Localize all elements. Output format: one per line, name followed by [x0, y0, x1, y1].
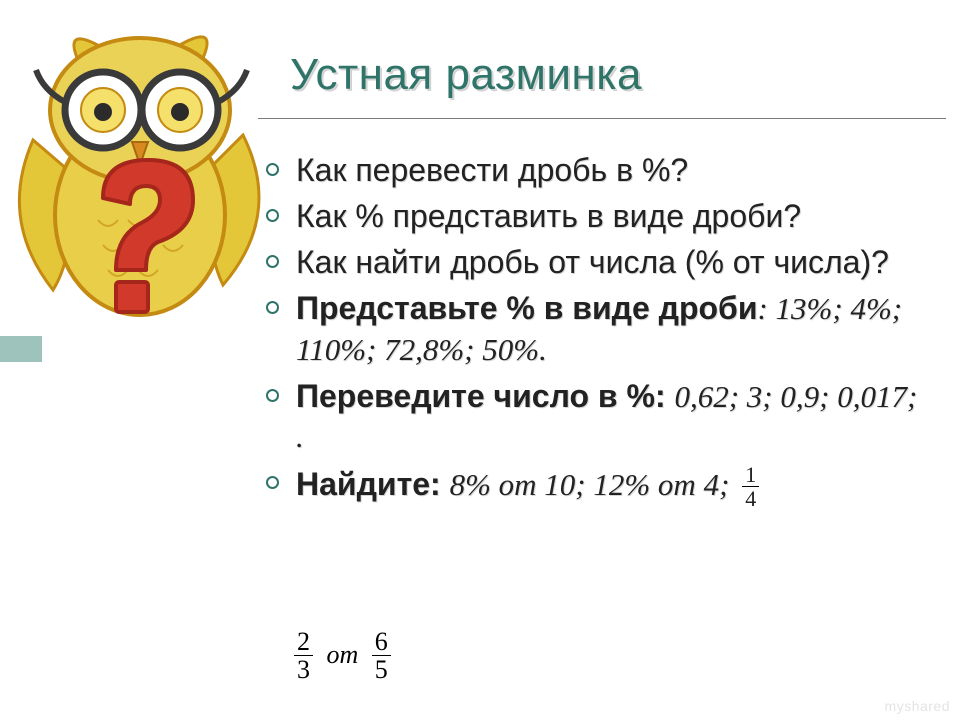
fraction-f2: 6 5 — [372, 628, 391, 684]
fraction-num: 2 — [294, 628, 313, 656]
bullet-q1: Как перевести дробь в %? — [260, 150, 928, 190]
bullet-task3: Найдите: 8% от 10; 12% от 4; 1 4 — [260, 463, 928, 510]
slide: Устная разминка Как перевести дробь в %?… — [0, 0, 960, 720]
bullet-q3: Как найти дробь от числа (% от числа)? — [260, 242, 928, 282]
fraction-num: 6 — [372, 628, 391, 656]
fraction-den: 4 — [742, 487, 759, 510]
title-rule — [258, 118, 946, 119]
bullet-task1: Представьте % в виде дроби: 13%; 4%; 110… — [260, 288, 928, 370]
fraction-den: 5 — [372, 656, 391, 683]
owl-svg — [8, 20, 273, 325]
word-ot: от — [327, 640, 359, 669]
fraction-num: 1 — [742, 463, 759, 487]
task-lead: Представьте % в виде дроби — [296, 290, 757, 326]
fraction-inline: 1 4 — [742, 463, 759, 510]
task-lead: Найдите: — [296, 466, 450, 502]
accent-bar — [0, 336, 42, 362]
watermark: myshared — [885, 698, 950, 714]
task-tail-a: 8% от 10; 12% от 4; — [450, 467, 730, 502]
bullet-text: Как перевести дробь в %? — [296, 152, 688, 188]
bullet-task2: Переведите число в %: 0,62; 3; 0,9; 0,01… — [260, 376, 928, 458]
slide-title: Устная разминка — [290, 50, 930, 100]
fraction-f1: 2 3 — [294, 628, 313, 684]
bullet-q2: Как % представить в виде дроби? — [260, 196, 928, 236]
bullet-text: Как найти дробь от числа (% от числа)? — [296, 244, 889, 280]
owl-illustration — [8, 20, 273, 325]
fraction-den: 3 — [294, 656, 313, 683]
bullet-list: Как перевести дробь в %? Как % представи… — [260, 150, 928, 516]
bullet-text: Как % представить в виде дроби? — [296, 198, 801, 234]
bottom-fraction-expression: 2 3 от 6 5 — [290, 628, 395, 684]
task-lead: Переведите число в %: — [296, 378, 674, 414]
